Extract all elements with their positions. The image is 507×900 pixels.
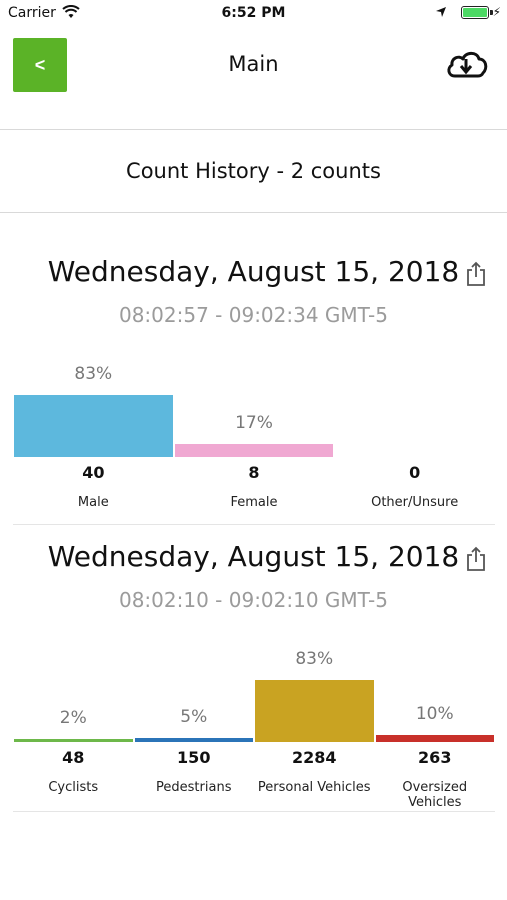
battery-icon bbox=[461, 6, 493, 19]
share-icon[interactable] bbox=[465, 261, 487, 287]
category-label: Oversized Vehicles bbox=[402, 780, 468, 810]
wifi-icon bbox=[62, 5, 80, 23]
chart-bar bbox=[255, 680, 374, 742]
bar-percent-label: 5% bbox=[180, 707, 208, 727]
count-card: Wednesday, August 15, 2018 08:02:57 - 09… bbox=[0, 245, 507, 530]
bar-percent-label: 83% bbox=[295, 649, 334, 669]
charging-icon: ⚡ bbox=[492, 5, 501, 19]
chart-bar bbox=[134, 738, 253, 742]
count-date: Wednesday, August 15, 2018 bbox=[47, 255, 460, 288]
category-label: Male bbox=[77, 495, 109, 510]
category-label: Pedestrians bbox=[156, 780, 232, 795]
gender-bar-chart: 83% 40 Male 17% 8 Female 0 Other/Unsure bbox=[13, 360, 495, 520]
category-label: Female bbox=[230, 495, 278, 510]
bar-percent-label: 17% bbox=[235, 413, 273, 433]
count-value: 8 bbox=[248, 463, 260, 482]
count-value: 2284 bbox=[291, 748, 337, 767]
chart-bar bbox=[14, 395, 173, 457]
clock: 6:52 PM bbox=[221, 5, 286, 21]
nav-bar: < Main bbox=[0, 28, 507, 128]
category-label: Personal Vehicles bbox=[257, 780, 371, 795]
count-history-title: Count History - 2 counts bbox=[126, 159, 381, 183]
chart-bar bbox=[375, 735, 494, 742]
mode-bar-chart: 2% 48 Cyclists 5% 150 Pedestrians 83% 2284 Perso… bbox=[13, 645, 495, 810]
cloud-download-icon[interactable] bbox=[445, 46, 489, 82]
share-icon[interactable] bbox=[465, 546, 487, 572]
time-range: 08:02:57 - 09:02:34 GMT-5 bbox=[118, 303, 388, 327]
card-divider bbox=[13, 524, 495, 525]
card-divider bbox=[13, 811, 495, 812]
count-date: Wednesday, August 15, 2018 bbox=[47, 540, 460, 573]
page-title: Main bbox=[228, 52, 279, 76]
count-card: Wednesday, August 15, 2018 08:02:10 - 09… bbox=[0, 530, 507, 815]
nav-divider bbox=[0, 129, 507, 130]
history-divider bbox=[0, 212, 507, 213]
status-bar: Carrier 6:52 PM ⚡ bbox=[0, 0, 507, 28]
category-label: Other/Unsure bbox=[371, 495, 459, 510]
category-label: Cyclists bbox=[48, 780, 99, 795]
back-button[interactable]: < bbox=[13, 38, 67, 92]
time-range: 08:02:10 - 09:02:10 GMT-5 bbox=[118, 588, 388, 612]
count-value: 48 bbox=[62, 748, 85, 767]
bar-percent-label: 83% bbox=[74, 364, 113, 384]
chart-bar bbox=[174, 444, 334, 457]
bar-percent-label: 10% bbox=[415, 704, 454, 724]
count-value: 40 bbox=[82, 463, 105, 482]
count-value: 0 bbox=[409, 463, 421, 482]
carrier-label: Carrier bbox=[8, 5, 56, 21]
count-value: 150 bbox=[177, 748, 211, 767]
chart-bar bbox=[14, 739, 133, 742]
location-arrow-icon bbox=[435, 6, 447, 22]
bar-percent-label: 2% bbox=[59, 708, 87, 728]
count-value: 263 bbox=[418, 748, 452, 767]
